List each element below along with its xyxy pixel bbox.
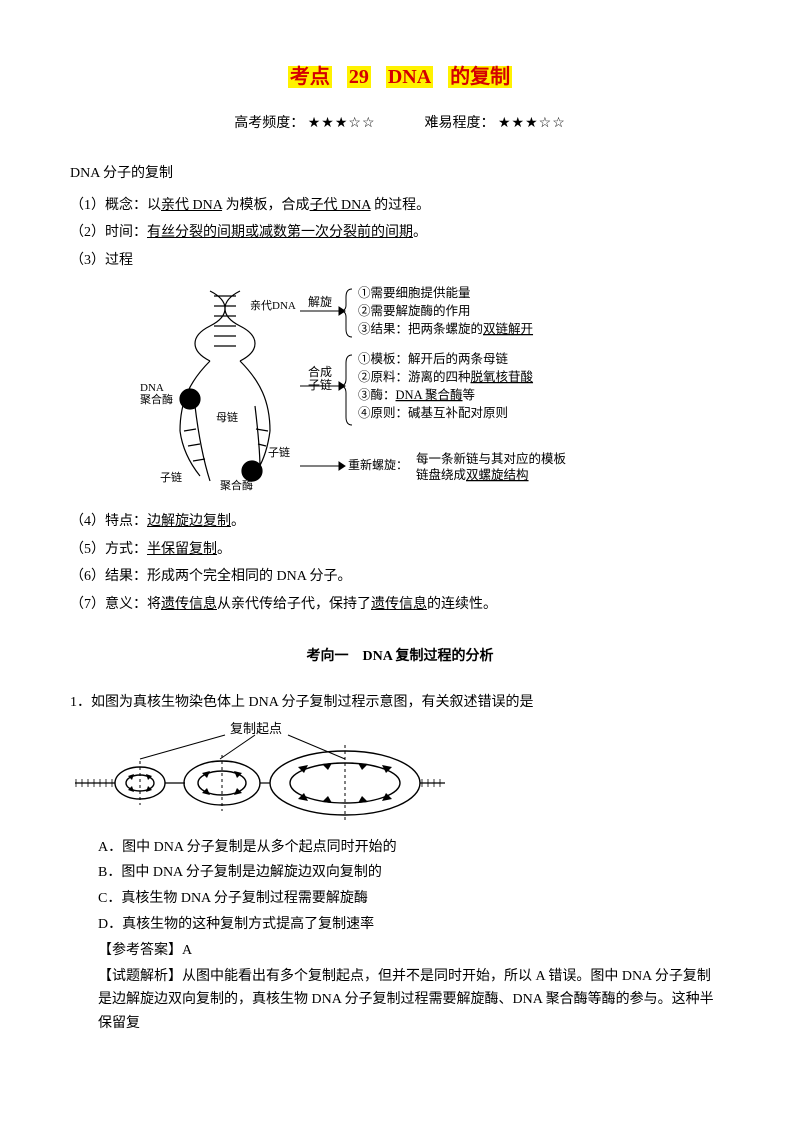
r1-3: ③结果：把两条螺旋的双链解开 [358, 321, 533, 336]
document-page: 考点 29 DNA 的复制 高考频度： ★★★☆☆ 难易程度： ★★★☆☆ DN… [0, 0, 800, 1132]
lbl-child-l: 子链 [160, 470, 182, 484]
section-head: DNA 分子的复制 [70, 162, 730, 186]
q1-options: A．图中 DNA 分子复制是从多个起点同时开始的 B．图中 DNA 分子复制是边… [70, 836, 730, 937]
t: （7）意义：将 [70, 597, 161, 612]
t: 的过程。 [371, 198, 431, 213]
gap [379, 116, 421, 131]
analysis-label: 【试题解析】 [98, 969, 182, 984]
u: 子代 DNA [310, 198, 371, 213]
lbl-poly2l: 聚合酶 [140, 392, 173, 406]
point-7: （7）意义：将遗传信息从亲代传给子代，保持了遗传信息的连续性。 [70, 593, 730, 617]
r3b: 链盘绕成双螺旋结构 [416, 467, 529, 482]
lbl-child-r: 子链 [268, 445, 290, 459]
replication-process-diagram: 亲代DNA DNA 聚合酶 母链 子链 子链 聚合酶 解旋 合成 子 [70, 281, 730, 500]
arr1: 解旋 [308, 295, 332, 309]
u: 有丝分裂的间期或减数第一次分裂前的间期 [147, 225, 413, 240]
arr3: 重新螺旋： [348, 457, 408, 472]
opt-c: C．真核生物 DNA 分子复制过程需要解旋酶 [98, 887, 730, 911]
title-gap [337, 66, 342, 88]
r2-1: ①模板：解开后的两条母链 [358, 351, 509, 366]
q1-stem: 1．如图为真核生物染色体上 DNA 分子复制过程示意图，有关叙述错误的是 [70, 691, 730, 715]
u: 亲代 DNA [161, 198, 222, 213]
t: （1）概念：以 [70, 198, 161, 213]
r1-2: ②需要解旋酶的作用 [358, 303, 471, 318]
title-gap [376, 66, 381, 88]
lbl-poly2: 聚合酶 [220, 478, 253, 491]
point-6: （6）结果：形成两个完全相同的 DNA 分子。 [70, 565, 730, 589]
answer: 【参考答案】A [70, 939, 730, 963]
freq-label: 高考频度： [234, 116, 304, 131]
topic-heading: 考向一 DNA 复制过程的分析 [70, 645, 730, 669]
t: 为模板，合成 [222, 198, 310, 213]
point-4: （4）特点：边解旋边复制。 [70, 510, 730, 534]
lbl-parent: 亲代DNA [250, 298, 296, 312]
opt-d: D．真核生物的这种复制方式提高了复制速率 [98, 913, 730, 937]
point-3: （3）过程 [70, 249, 730, 273]
rating-line: 高考频度： ★★★☆☆ 难易程度： ★★★☆☆ [70, 112, 730, 136]
page-title: 考点 29 DNA 的复制 [288, 60, 512, 94]
lbl-poly: DNA [140, 382, 164, 394]
r2-2: ②原料：游离的四种脱氧核苷酸 [358, 369, 534, 384]
freq-stars: ★★★☆☆ [308, 116, 376, 131]
point-5: （5）方式：半保留复制。 [70, 538, 730, 562]
title-part-1: 考点 [288, 66, 332, 88]
r2-4: ④原则：碱基互补配对原则 [358, 405, 508, 420]
t: （4）特点： [70, 514, 147, 529]
t: 从亲代传给子代，保持了 [217, 597, 371, 612]
analysis: 【试题解析】从图中能看出有多个复制起点，但并不是同时开始，所以 A 错误。图中 … [70, 965, 730, 1036]
analysis-text: 从图中能看出有多个复制起点，但并不是同时开始，所以 A 错误。图中 DNA 分子… [98, 969, 714, 1032]
title-wrap: 考点 29 DNA 的复制 [70, 60, 730, 94]
replication-origin-diagram: 复制起点 [70, 721, 730, 826]
u: 遗传信息 [371, 597, 427, 612]
diagram2-svg: 复制起点 [70, 721, 450, 826]
d2-label: 复制起点 [230, 721, 282, 736]
u: 遗传信息 [161, 597, 217, 612]
t: 。 [231, 514, 245, 529]
t: （5）方式： [70, 542, 147, 557]
title-part-4: 的复制 [448, 66, 512, 88]
t: （2）时间： [70, 225, 147, 240]
u: 半保留复制 [147, 542, 217, 557]
r2-3: ③酶：DNA 聚合酶等 [358, 387, 475, 402]
arr2b: 子链 [308, 377, 332, 392]
point-2: （2）时间：有丝分裂的间期或减数第一次分裂前的间期。 [70, 221, 730, 245]
r3a: 每一条新链与其对应的模板 [416, 451, 567, 466]
t: 。 [413, 225, 427, 240]
r1-1: ①需要细胞提供能量 [358, 285, 471, 300]
diagram1-svg: 亲代DNA DNA 聚合酶 母链 子链 子链 聚合酶 解旋 合成 子 [140, 281, 660, 491]
arr2a: 合成 [308, 364, 332, 379]
title-gap [438, 66, 443, 88]
opt-a: A．图中 DNA 分子复制是从多个起点同时开始的 [98, 836, 730, 860]
opt-b: B．图中 DNA 分子复制是边解旋边双向复制的 [98, 861, 730, 885]
title-part-3: DNA [386, 66, 433, 88]
diff-label: 难易程度： [425, 116, 495, 131]
diff-stars: ★★★☆☆ [498, 116, 566, 131]
point-1: （1）概念：以亲代 DNA 为模板，合成子代 DNA 的过程。 [70, 194, 730, 218]
lbl-mother: 母链 [216, 410, 238, 424]
t: 的连续性。 [427, 597, 497, 612]
u: 边解旋边复制 [147, 514, 231, 529]
title-part-2: 29 [347, 66, 371, 88]
t: 。 [217, 542, 231, 557]
